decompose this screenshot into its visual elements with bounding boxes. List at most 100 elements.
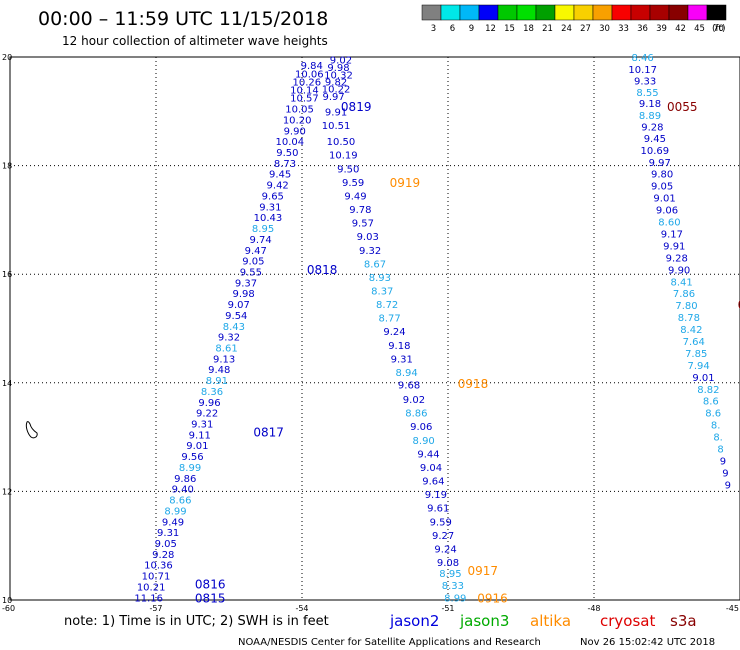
pass-time-label: 0816 [195,578,226,592]
wave-height-value: 8.66 [169,496,191,507]
wave-height-value: 11.16 [134,593,163,604]
color-swatch [649,4,670,21]
wave-height-value: 9.04 [420,463,442,474]
color-scale-label: 24 [561,24,572,34]
color-swatch [421,4,442,21]
wave-height-value: 8.41 [670,277,692,288]
wave-height-value: 9.47 [245,246,267,257]
wave-height-value: 10.05 [285,105,314,116]
color-scale-label: 45 [694,24,705,34]
wave-height-value: 9.02 [403,395,425,406]
wave-height-value: 8.99 [164,506,186,517]
wave-height-value: 9.98 [327,63,349,74]
wave-height-value: 10.51 [322,121,351,132]
wave-height-value: 9.31 [259,202,281,213]
wave-height-value: 9.59 [430,517,452,528]
wave-height-value: 8.99 [179,463,201,474]
wave-height-value: 10.36 [144,561,173,572]
wave-height-value: 9.19 [425,490,447,501]
wave-height-value: 7.64 [683,337,705,348]
footer-credit: NOAA/NESDIS Center for Satellite Applica… [238,637,541,648]
wave-height-value: 10.22 [322,84,351,95]
color-scale-label: 15 [504,24,515,34]
wave-height-value: 8. [713,433,723,444]
wave-height-value: 9.65 [262,191,284,202]
wave-height-value: 9.64 [422,477,444,488]
wave-height-value: 9.50 [337,164,359,175]
latitude-tick-labels: 20 18 16 14 12 10 [2,53,12,605]
wave-height-value: 8.67 [364,259,386,270]
latitude-label: 18 [2,162,12,171]
wave-height-value: 10.69 [641,146,670,157]
wave-height-value: 9.97 [649,158,671,169]
wave-height-value: 8.6 [703,397,719,408]
pass-time-label: 0 [738,298,740,312]
color-scale-label: 36 [637,24,648,34]
wave-height-value: 9.80 [651,170,673,181]
wave-height-value: 10.50 [327,137,356,148]
wave-height-value: 10.17 [628,65,657,76]
wave-height-value: 8.55 [636,88,658,99]
longitude-label: -51 [441,604,454,613]
latitude-label: 10 [2,596,12,605]
wave-height-value: 9.05 [242,257,264,268]
wave-height-value: 8.73 [274,159,296,170]
graticule [10,57,740,600]
wave-height-value: 10.71 [142,572,171,583]
wave-height-value: 9.90 [668,265,690,276]
wave-height-value: 9 [725,480,731,491]
pass-time-label: 0916 [477,591,508,605]
wave-height-value: 8. [711,421,721,432]
wave-height-value: 8.36 [201,387,223,398]
color-scale-label: 27 [580,24,591,34]
satellite-legend: jason2 jason3 altika cryosat s3a [389,612,697,630]
wave-height-value: 10.19 [329,151,358,162]
color-swatch [573,4,594,21]
wave-height-value: 9.56 [181,452,203,463]
wave-height-value: 7.80 [675,301,697,312]
legend-jason3: jason3 [459,612,509,630]
footer-note: note: 1) Time is in UTC; 2) SWH is in fe… [64,614,329,629]
wave-height-value: 8.89 [639,111,661,122]
wave-height-value: 7.85 [685,349,707,360]
longitude-label: -60 [2,604,15,613]
pass-time-label: 0815 [195,591,226,605]
longitude-tick-labels: -60 -57 -54 -51 -48 -45 [2,604,739,613]
wave-height-value: 8.86 [405,409,427,420]
wave-height-value: 9.42 [267,181,289,192]
wave-height-value: 9.68 [398,380,420,391]
color-scale-label: 33 [618,24,629,34]
wave-height-value: 9.54 [225,311,247,322]
color-scale-label: 6 [450,24,455,34]
wave-height-value: 8.95 [439,569,461,580]
wave-height-value: 9.82 [325,77,347,88]
wave-height-value: 9.90 [284,126,306,137]
wave-height-value: 8.91 [206,376,228,387]
wave-height-value: 8.46 [632,53,654,64]
legend-jason2: jason2 [389,612,439,630]
wave-height-value: 9.61 [427,504,449,515]
color-scale-label: 30 [599,24,610,34]
wave-height-value: 9 [722,468,728,479]
wave-height-value: 9.32 [218,333,240,344]
wave-height-value: 9.11 [189,430,211,441]
color-swatch [478,4,499,21]
wave-height-value: 8.72 [376,300,398,311]
pass-time-label: 0818 [307,263,338,277]
wave-height-value: 8.78 [678,313,700,324]
wave-height-value: 9.37 [235,278,257,289]
wave-height-value: 9.31 [391,354,413,365]
wave-height-value: 9 [720,456,726,467]
wave-height-value: 9.24 [434,544,456,555]
wave-height-value: 8.90 [413,436,435,447]
color-scale-label: 18 [523,24,534,34]
wave-height-value: 9.45 [644,134,666,145]
map-title: 00:00 – 11:59 UTC 11/15/2018 [38,8,328,30]
wave-height-value: 9.74 [250,235,272,246]
color-swatch [440,4,461,21]
wave-height-value: 9.08 [437,558,459,569]
longitude-label: -48 [587,604,600,613]
wave-height-value: 8.42 [680,325,702,336]
